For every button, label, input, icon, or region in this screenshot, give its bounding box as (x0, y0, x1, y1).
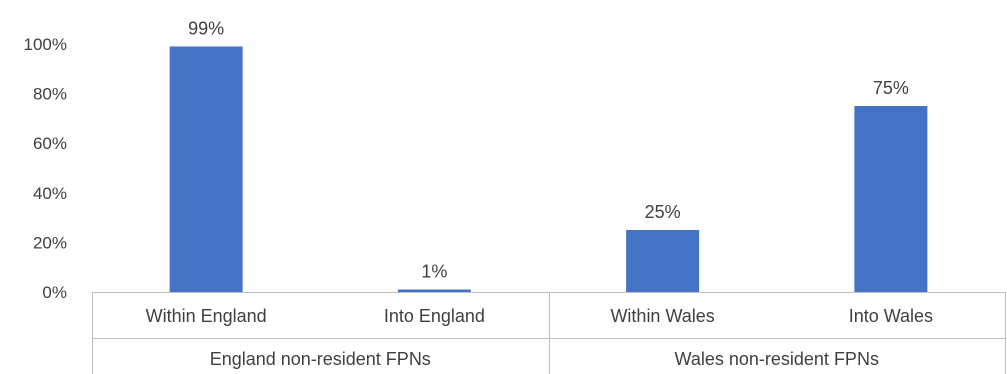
y-tick-label: 60% (33, 134, 67, 153)
category-label: Within Wales (610, 306, 714, 326)
y-tick-label: 100% (24, 35, 67, 54)
category-axis: Within England Into England Within Wales In… (92, 292, 1006, 374)
group-label: England non-resident FPNs (210, 349, 431, 369)
category-label: Into England (384, 306, 485, 326)
y-tick-label: 80% (33, 85, 67, 104)
category-label: Into Wales (849, 306, 933, 326)
bar (626, 230, 700, 292)
data-labels: 99% 1% 25% 75% (188, 18, 909, 281)
bar (854, 106, 928, 292)
y-tick-label: 40% (33, 184, 67, 203)
data-label: 75% (873, 78, 909, 98)
category-label: Within England (146, 306, 267, 326)
bar (169, 46, 243, 293)
data-label: 1% (421, 262, 447, 282)
group-label: Wales non-resident FPNs (675, 349, 879, 369)
bars (169, 46, 928, 293)
bar (397, 289, 471, 292)
y-tick-label: 0% (42, 283, 67, 302)
data-label: 25% (645, 202, 681, 222)
y-tick-label: 20% (33, 233, 67, 252)
data-label: 99% (188, 18, 224, 38)
y-axis-ticks: 0% 20% 40% 60% 80% 100% (24, 35, 67, 302)
